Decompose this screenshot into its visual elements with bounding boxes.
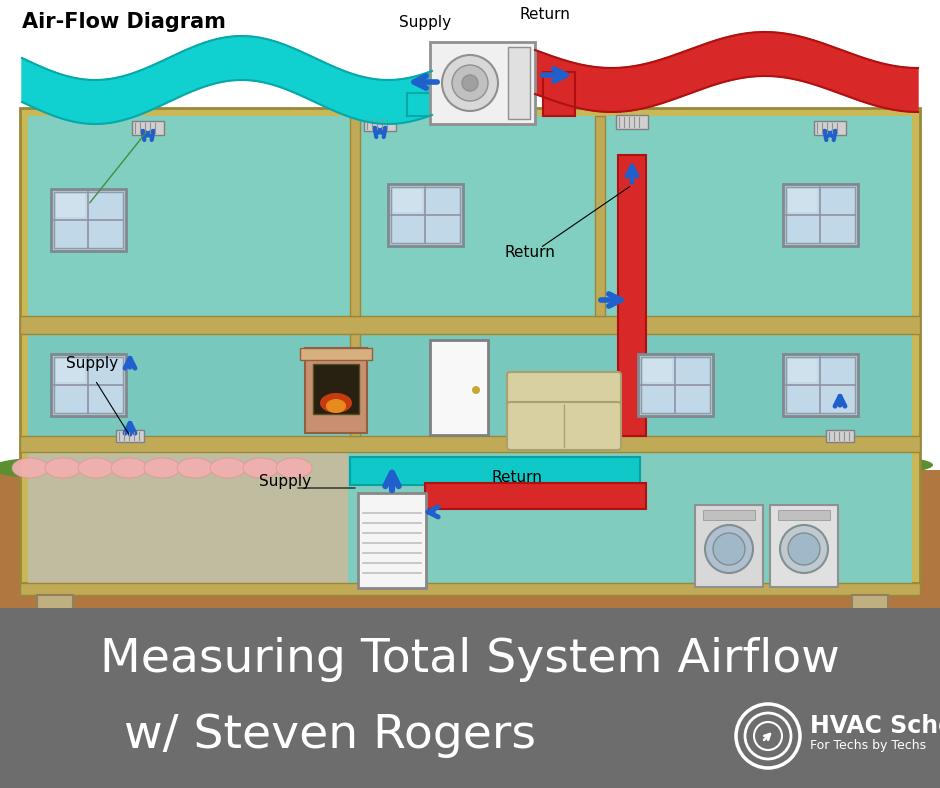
Ellipse shape [12, 458, 48, 478]
Bar [29, 648, 81, 664]
Bar [54, 192, 122, 248]
Text: Supply: Supply [258, 474, 311, 489]
Circle shape [442, 55, 498, 111]
Ellipse shape [276, 458, 312, 478]
Bar [788, 359, 817, 382]
Circle shape [472, 386, 480, 394]
Ellipse shape [177, 458, 213, 478]
Bar [640, 357, 710, 413]
Bar [786, 357, 854, 413]
Text: Measuring Total System Airflow: Measuring Total System Airflow [101, 637, 839, 682]
Ellipse shape [320, 393, 352, 413]
Bar [543, 72, 575, 116]
Bar [132, 121, 164, 135]
Bar [616, 115, 648, 129]
Text: For Techs by Techs: For Techs by Techs [810, 739, 926, 753]
Text: Return: Return [492, 470, 542, 485]
Bar [350, 457, 640, 485]
Bar [55, 359, 85, 382]
Bar [393, 189, 421, 212]
Ellipse shape [111, 458, 147, 478]
Bar [814, 121, 846, 135]
Bar [305, 348, 367, 433]
Bar [0, 608, 940, 788]
Bar [695, 505, 763, 587]
Bar [637, 354, 713, 416]
Bar [390, 187, 460, 243]
Bar [116, 430, 144, 442]
Circle shape [780, 525, 828, 573]
Bar [595, 116, 605, 316]
Bar [782, 184, 857, 246]
Bar [350, 116, 360, 316]
Circle shape [462, 75, 478, 91]
Bar [425, 483, 646, 509]
Text: Supply: Supply [66, 356, 118, 371]
Bar [28, 334, 912, 436]
Bar [28, 452, 348, 583]
Text: HVAC School: HVAC School [810, 714, 940, 738]
Text: Air-Flow Diagram: Air-Flow Diagram [22, 12, 226, 32]
Bar [20, 583, 920, 595]
FancyBboxPatch shape [507, 402, 621, 450]
Bar [508, 47, 530, 119]
Text: Return: Return [520, 7, 571, 22]
Ellipse shape [823, 456, 933, 474]
Text: Supply: Supply [399, 15, 451, 30]
Bar [618, 155, 646, 436]
Bar [20, 108, 920, 583]
Bar [703, 510, 755, 520]
Bar [0, 470, 940, 610]
Bar [37, 595, 73, 650]
Ellipse shape [210, 458, 246, 478]
Bar [643, 359, 671, 382]
Circle shape [705, 525, 753, 573]
Polygon shape [535, 32, 918, 112]
Bar [844, 648, 896, 664]
Bar [51, 354, 126, 416]
Bar [28, 452, 912, 583]
Bar [852, 595, 888, 650]
Text: Return: Return [505, 245, 556, 260]
Polygon shape [22, 36, 432, 124]
Bar [55, 194, 85, 217]
Bar [782, 354, 857, 416]
Circle shape [452, 65, 488, 101]
Bar [364, 117, 396, 131]
Bar [51, 189, 126, 251]
Ellipse shape [78, 458, 114, 478]
Bar [826, 430, 854, 442]
Bar [786, 187, 854, 243]
Bar [0, 0, 940, 608]
Ellipse shape [0, 457, 120, 479]
Ellipse shape [243, 458, 279, 478]
Bar [28, 436, 328, 583]
Ellipse shape [45, 458, 81, 478]
Bar [788, 189, 817, 212]
Bar [387, 184, 462, 246]
Bar [54, 357, 122, 413]
Bar [778, 510, 830, 520]
Circle shape [713, 533, 745, 565]
Text: w/ Steven Rogers: w/ Steven Rogers [124, 713, 536, 759]
Ellipse shape [326, 399, 346, 413]
Bar [407, 93, 443, 116]
Bar [20, 316, 920, 334]
Ellipse shape [144, 458, 180, 478]
Bar [20, 436, 920, 452]
Bar [430, 42, 535, 124]
Bar [313, 364, 359, 414]
Bar [300, 348, 372, 360]
FancyBboxPatch shape [507, 372, 621, 413]
Bar [28, 116, 912, 316]
Bar [430, 340, 488, 435]
Bar [358, 493, 426, 588]
Bar [350, 334, 360, 436]
Circle shape [788, 533, 820, 565]
Bar [770, 505, 838, 587]
